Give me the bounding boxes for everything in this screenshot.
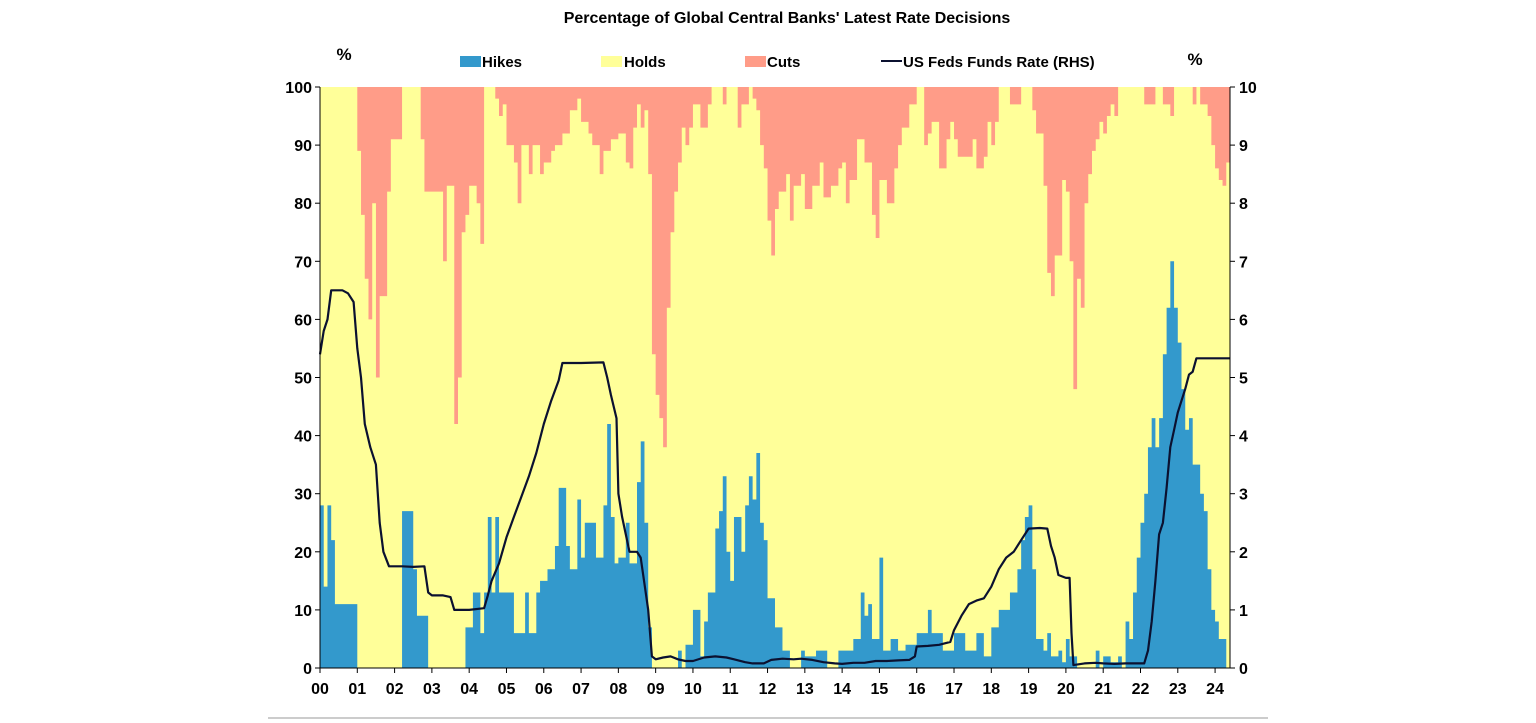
x-axis-ticks: 00 01 02 03 04 05 06 07 08 09 10 11 12 13 14 15 16 17 18 19… (311, 668, 1224, 698)
x-tick-label: 06 (535, 681, 553, 698)
right-tick-label: 2 (1239, 545, 1248, 562)
plot-area (318, 87, 1230, 668)
x-tick-label: 05 (498, 681, 516, 698)
x-tick-label: 04 (460, 681, 478, 698)
chart-title: Percentage of Global Central Banks' Late… (564, 10, 1011, 27)
right-tick-label: 10 (1239, 80, 1257, 97)
x-tick-label: 00 (311, 681, 329, 698)
hikes-area (320, 261, 1230, 668)
right-axis-unit: % (1187, 50, 1202, 69)
x-tick-label: 10 (684, 681, 702, 698)
legend-holds-swatch (601, 56, 622, 67)
left-tick-label: 70 (294, 254, 312, 271)
x-tick-label: 02 (386, 681, 404, 698)
left-tick-label: 20 (294, 545, 312, 562)
x-tick-label: 24 (1206, 681, 1224, 698)
x-tick-label: 19 (1020, 681, 1038, 698)
left-tick-label: 30 (294, 487, 312, 504)
x-tick-label: 17 (945, 681, 963, 698)
x-tick-label: 13 (796, 681, 814, 698)
x-tick-label: 07 (572, 681, 590, 698)
x-tick-label: 20 (1057, 681, 1075, 698)
left-tick-label: 60 (294, 312, 312, 329)
legend-ffr-label: US Feds Funds Rate (RHS) (903, 54, 1095, 71)
right-tick-label: 3 (1239, 487, 1248, 504)
x-tick-label: 15 (871, 681, 889, 698)
legend-cuts-swatch (745, 56, 766, 67)
x-tick-label: 11 (722, 681, 739, 698)
right-tick-label: 5 (1239, 371, 1248, 388)
x-tick-label: 22 (1132, 681, 1150, 698)
left-tick-label: 50 (294, 371, 312, 388)
right-tick-label: 6 (1239, 312, 1248, 329)
right-tick-label: 9 (1239, 138, 1248, 155)
right-tick-label: 7 (1239, 254, 1248, 271)
left-tick-label: 10 (294, 603, 312, 620)
x-tick-label: 23 (1169, 681, 1187, 698)
x-tick-label: 18 (982, 681, 1000, 698)
legend-hikes-swatch (460, 56, 481, 67)
right-axis-ticks: 0 1 2 3 4 5 6 7 8 9 10 (1230, 80, 1257, 678)
left-axis-unit: % (336, 45, 351, 64)
legend-hikes-label: Hikes (482, 54, 522, 71)
left-tick-label: 90 (294, 138, 312, 155)
legend-cuts-label: Cuts (767, 54, 800, 71)
right-tick-label: 1 (1239, 603, 1248, 620)
x-tick-label: 21 (1094, 681, 1112, 698)
right-tick-label: 0 (1239, 661, 1248, 678)
legend-holds-label: Holds (624, 54, 666, 71)
legend: Hikes Holds Cuts US Feds Funds Rate (RHS… (460, 54, 1095, 71)
x-tick-label: 01 (348, 681, 366, 698)
x-tick-label: 14 (833, 681, 851, 698)
left-tick-label: 40 (294, 429, 312, 446)
x-tick-label: 08 (609, 681, 627, 698)
x-tick-label: 03 (423, 681, 441, 698)
fed-funds-rate-line (318, 289, 1230, 667)
x-tick-label: 16 (908, 681, 926, 698)
x-tick-label: 12 (759, 681, 777, 698)
right-tick-label: 8 (1239, 196, 1248, 213)
left-tick-label: 100 (285, 80, 312, 97)
left-tick-label: 0 (303, 661, 312, 678)
left-tick-label: 80 (294, 196, 312, 213)
x-tick-label: 09 (647, 681, 665, 698)
cuts-area (320, 87, 1230, 448)
right-tick-label: 4 (1239, 429, 1248, 446)
left-axis-ticks: 0 10 20 30 40 50 60 70 80 90 100 (285, 80, 320, 678)
